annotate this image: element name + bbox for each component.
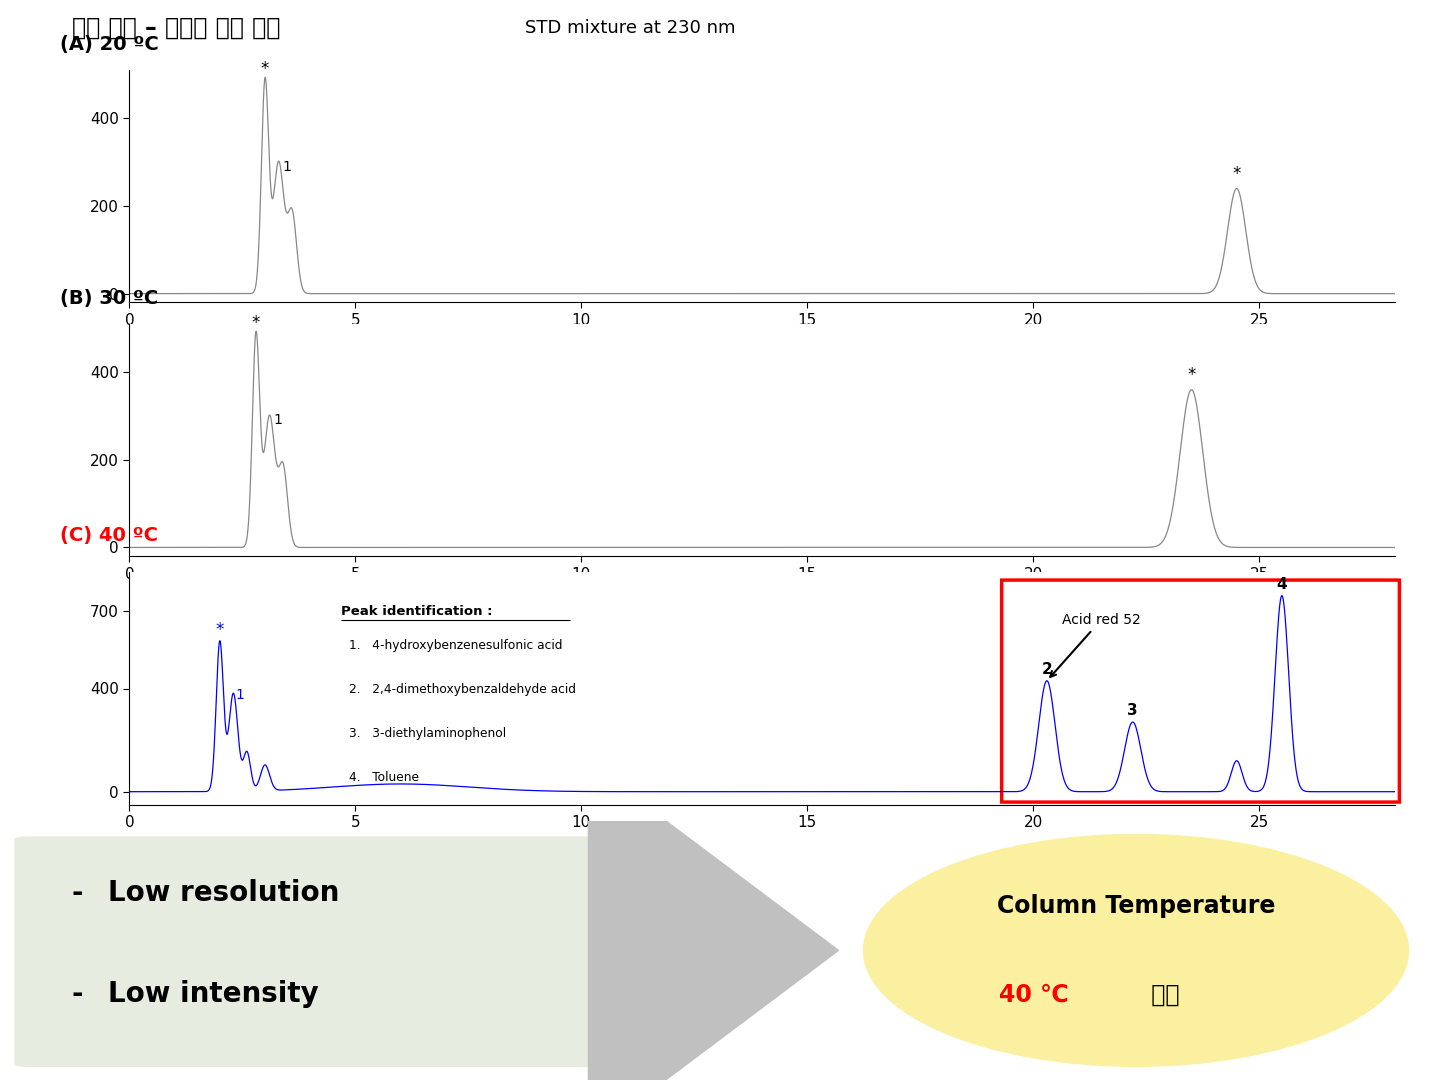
Text: STD mixture at 230 nm: STD mixture at 230 nm: [525, 19, 735, 37]
Text: 4: 4: [1277, 577, 1287, 592]
Text: Low resolution: Low resolution: [108, 879, 339, 907]
Ellipse shape: [863, 834, 1409, 1067]
Text: 설정: 설정: [1143, 983, 1179, 1007]
Text: Low intensity: Low intensity: [108, 981, 319, 1009]
Text: -: -: [72, 981, 83, 1009]
Text: *: *: [216, 621, 224, 638]
Text: 3: 3: [1127, 703, 1137, 718]
FancyArrowPatch shape: [588, 762, 838, 1080]
Text: Acid red 52: Acid red 52: [1050, 613, 1140, 677]
Text: 40 ℃: 40 ℃: [999, 983, 1070, 1007]
Text: (C) 40 ºC: (C) 40 ºC: [60, 526, 158, 545]
Text: 2.   2,4-dimethoxybenzaldehyde acid: 2. 2,4-dimethoxybenzaldehyde acid: [349, 683, 577, 696]
Text: (B) 30 ºC: (B) 30 ºC: [60, 289, 158, 308]
Text: Peak identification :: Peak identification :: [341, 605, 492, 618]
Text: *: *: [260, 60, 269, 78]
Text: 4.   Toluene: 4. Toluene: [349, 771, 418, 784]
Text: 1: 1: [282, 160, 290, 174]
FancyBboxPatch shape: [14, 836, 661, 1067]
Text: 1: 1: [236, 688, 244, 702]
Text: 실험 결과 – 고정상 온도 비교: 실험 결과 – 고정상 온도 비교: [72, 16, 296, 40]
Text: (A) 20 ºC: (A) 20 ºC: [60, 36, 158, 54]
Text: 1.   4-hydroxybenzenesulfonic acid: 1. 4-hydroxybenzenesulfonic acid: [349, 638, 562, 651]
Text: -: -: [72, 879, 83, 907]
Text: 2: 2: [1041, 662, 1053, 677]
Text: Column Temperature: Column Temperature: [997, 894, 1276, 918]
Text: *: *: [1188, 366, 1195, 384]
Text: *: *: [1232, 165, 1241, 184]
Text: *: *: [252, 314, 260, 332]
Text: 1: 1: [273, 414, 282, 428]
Text: 3.   3-diethylaminophenol: 3. 3-diethylaminophenol: [349, 727, 506, 740]
